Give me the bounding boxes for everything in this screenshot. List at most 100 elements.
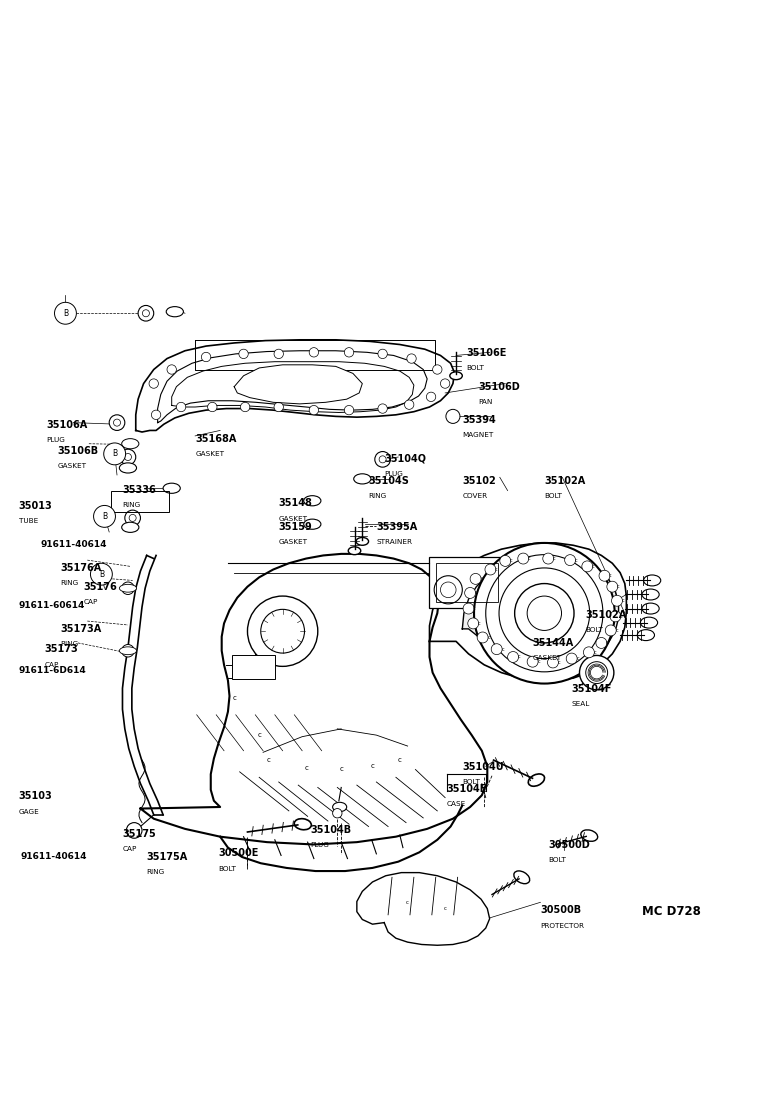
Text: GASKET: GASKET xyxy=(279,539,308,545)
Circle shape xyxy=(596,637,607,648)
Ellipse shape xyxy=(354,473,371,483)
Text: c: c xyxy=(620,614,622,619)
Text: PAN: PAN xyxy=(478,399,492,405)
Text: BOLT: BOLT xyxy=(544,492,562,499)
Circle shape xyxy=(239,349,249,359)
Circle shape xyxy=(405,400,414,409)
Circle shape xyxy=(434,576,463,604)
Text: B: B xyxy=(63,309,68,317)
Text: B: B xyxy=(99,569,104,578)
Text: c: c xyxy=(267,758,270,763)
Text: 35159: 35159 xyxy=(279,521,313,531)
Text: RING: RING xyxy=(146,870,164,876)
Circle shape xyxy=(201,352,211,362)
Text: c: c xyxy=(557,659,561,665)
Circle shape xyxy=(379,456,387,462)
Circle shape xyxy=(55,302,76,324)
Polygon shape xyxy=(140,554,488,844)
Circle shape xyxy=(122,582,134,595)
Text: 35173: 35173 xyxy=(45,645,78,655)
Text: c: c xyxy=(609,574,612,578)
Text: BOLT: BOLT xyxy=(548,857,566,863)
Text: c: c xyxy=(592,564,594,569)
Text: PLUG: PLUG xyxy=(47,438,66,443)
Text: RING: RING xyxy=(122,502,141,508)
Circle shape xyxy=(583,647,594,657)
Circle shape xyxy=(527,596,561,631)
Text: c: c xyxy=(528,556,531,561)
Text: STRAINER: STRAINER xyxy=(376,539,412,545)
Text: 35102A: 35102A xyxy=(586,610,627,620)
Ellipse shape xyxy=(294,819,311,830)
Text: c: c xyxy=(575,558,578,563)
Text: TUBE: TUBE xyxy=(19,518,38,524)
Bar xyxy=(111,490,169,512)
Circle shape xyxy=(332,809,342,818)
Text: c: c xyxy=(406,900,409,905)
Circle shape xyxy=(149,379,158,389)
Circle shape xyxy=(485,564,496,575)
Text: BOLT: BOLT xyxy=(463,779,480,785)
Text: PLUG: PLUG xyxy=(384,471,403,477)
Text: c: c xyxy=(257,732,261,739)
Circle shape xyxy=(126,822,142,838)
Text: 91611-40614: 91611-40614 xyxy=(41,540,107,549)
Ellipse shape xyxy=(644,575,661,586)
Text: 91611-6D614: 91611-6D614 xyxy=(19,665,86,675)
Text: RING: RING xyxy=(368,492,387,499)
Circle shape xyxy=(507,652,518,663)
Ellipse shape xyxy=(642,603,659,614)
Text: c: c xyxy=(502,647,504,652)
Text: c: c xyxy=(537,659,540,664)
Circle shape xyxy=(109,414,125,430)
Circle shape xyxy=(274,349,283,359)
Text: c: c xyxy=(576,656,579,661)
Text: c: c xyxy=(617,584,619,589)
Circle shape xyxy=(543,553,554,564)
Circle shape xyxy=(607,582,618,593)
Text: 35106B: 35106B xyxy=(58,446,99,456)
Text: c: c xyxy=(593,649,596,655)
Text: c: c xyxy=(606,641,608,645)
Circle shape xyxy=(103,443,125,465)
Circle shape xyxy=(261,609,304,653)
Polygon shape xyxy=(463,558,619,665)
Text: GASKET: GASKET xyxy=(195,451,224,457)
Bar xyxy=(232,655,275,678)
Circle shape xyxy=(375,451,390,467)
Text: 35013: 35013 xyxy=(19,501,53,510)
Circle shape xyxy=(547,657,558,668)
Circle shape xyxy=(248,596,318,666)
Text: BOLT: BOLT xyxy=(219,866,237,871)
Text: 35104F: 35104F xyxy=(572,684,612,694)
Circle shape xyxy=(143,310,150,316)
Text: 35106D: 35106D xyxy=(478,382,520,392)
Ellipse shape xyxy=(450,372,463,380)
Text: c: c xyxy=(495,567,498,571)
Circle shape xyxy=(527,656,538,667)
Ellipse shape xyxy=(332,802,347,812)
Circle shape xyxy=(208,402,217,412)
Ellipse shape xyxy=(581,830,597,841)
Text: c: c xyxy=(304,765,308,771)
Text: CASE: CASE xyxy=(447,801,466,807)
Circle shape xyxy=(433,364,442,374)
Text: c: c xyxy=(615,628,618,633)
Text: 35106A: 35106A xyxy=(47,420,88,430)
Text: 35395A: 35395A xyxy=(376,521,418,531)
Text: c: c xyxy=(474,606,476,612)
Text: 35394: 35394 xyxy=(463,414,496,424)
Circle shape xyxy=(344,405,354,414)
Text: 91611-60614: 91611-60614 xyxy=(19,600,85,609)
Circle shape xyxy=(599,570,610,582)
Circle shape xyxy=(122,645,134,657)
Circle shape xyxy=(582,561,593,571)
Text: c: c xyxy=(517,655,521,659)
Circle shape xyxy=(564,555,575,566)
Circle shape xyxy=(441,379,450,389)
Circle shape xyxy=(586,662,608,684)
Circle shape xyxy=(378,404,387,413)
Circle shape xyxy=(309,405,318,414)
Text: GASKET: GASKET xyxy=(58,463,87,469)
Circle shape xyxy=(138,305,154,321)
